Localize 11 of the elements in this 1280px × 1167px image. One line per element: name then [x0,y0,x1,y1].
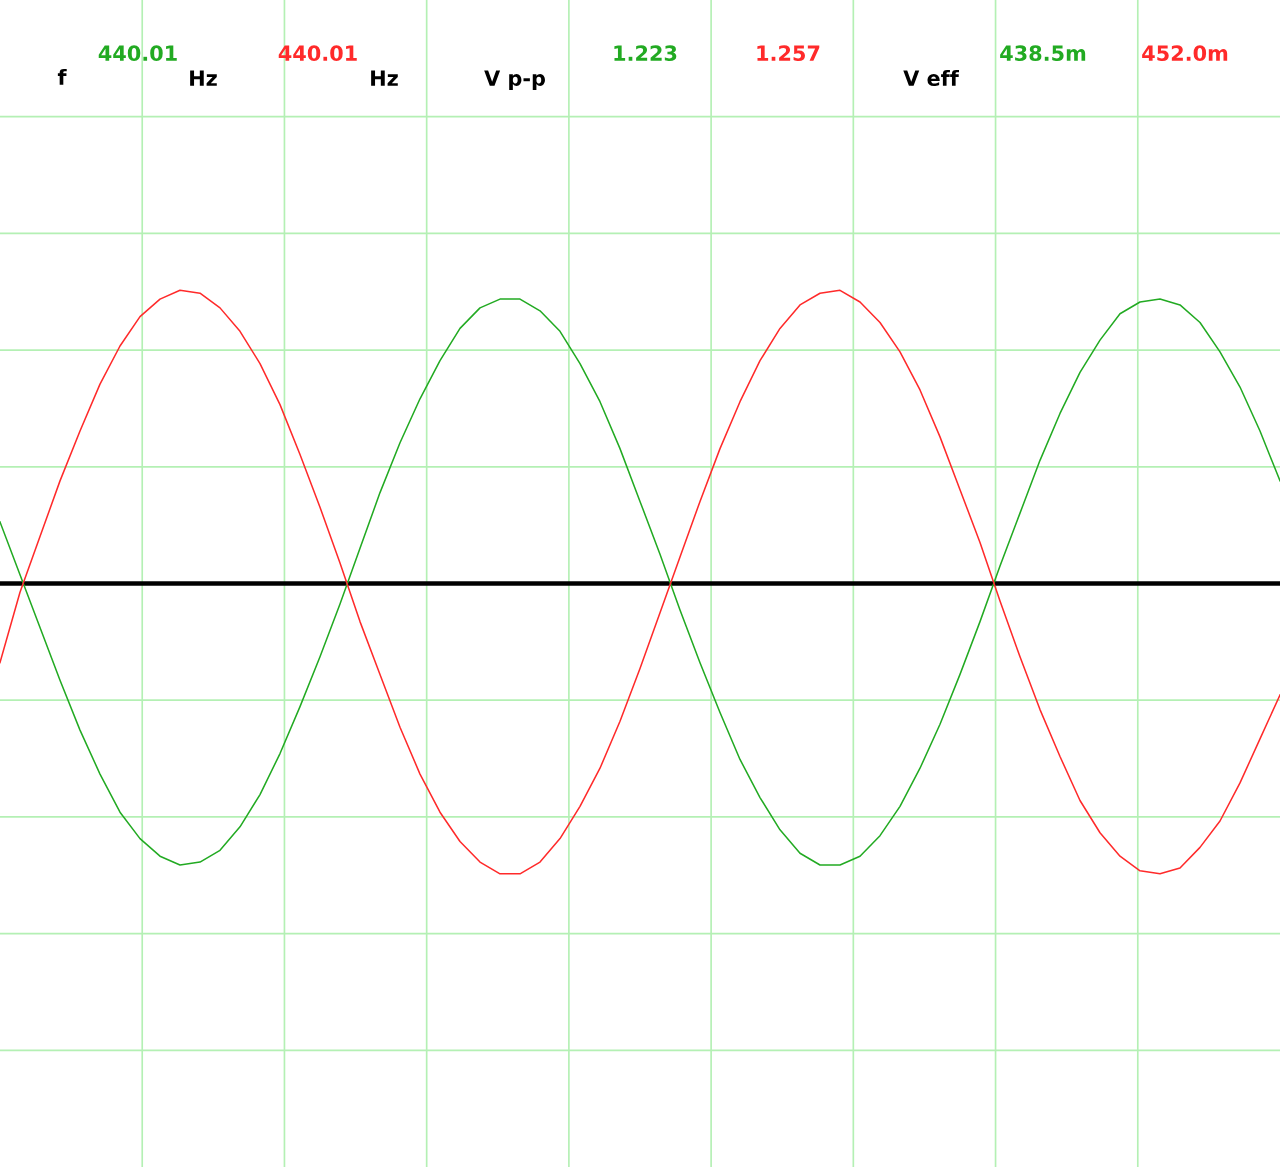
text: Hz [371,70,398,86]
text: Hz [190,70,217,86]
text: f [57,68,67,85]
text: 438.5m [1000,45,1086,62]
text: 452.0m [1142,45,1228,62]
text: 440.01 [98,45,177,62]
text: V eff [903,69,959,87]
text: 440.01 [278,45,357,62]
text: 1.257 [757,45,820,62]
text: 1.223 [614,45,677,62]
text: V p-p [484,70,545,91]
